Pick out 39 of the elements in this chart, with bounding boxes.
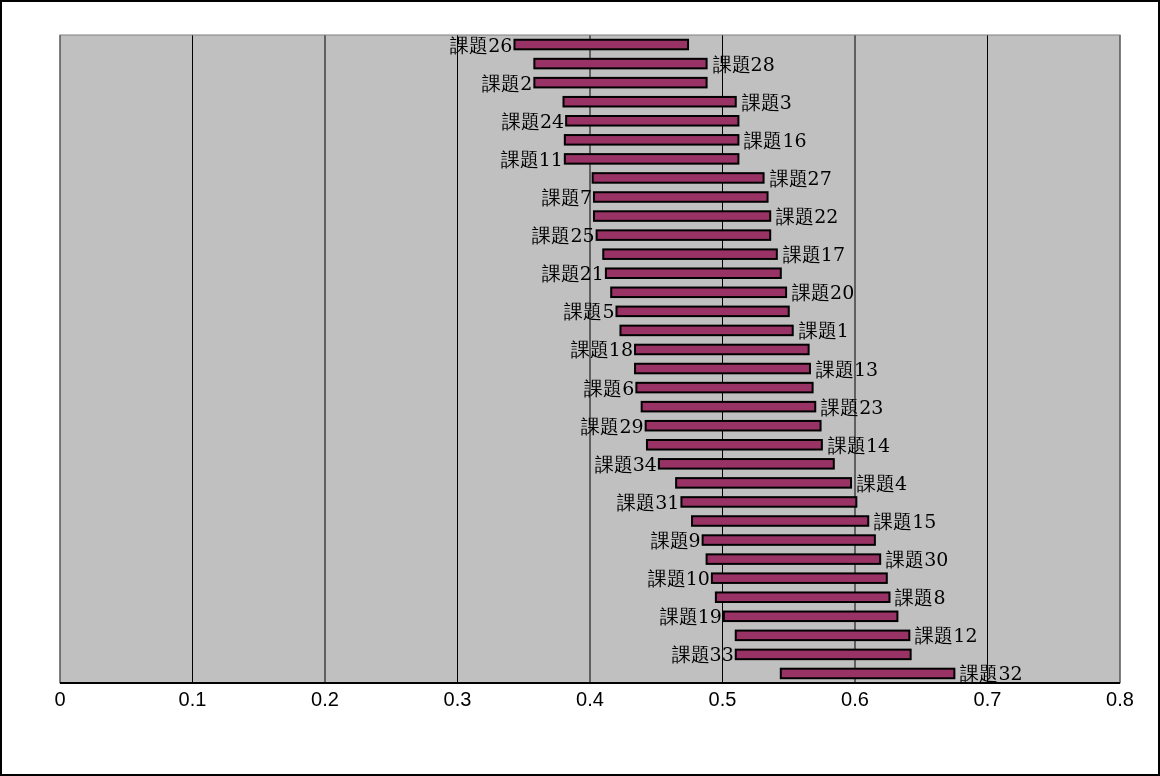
y-tick-label: 課題24 xyxy=(501,109,565,132)
y-tick-label: 課題18 xyxy=(570,338,634,361)
x-tick-label: 0.4 xyxy=(576,688,604,710)
y-tick-label: 課題7 xyxy=(541,186,592,208)
x-tick-label: 0.2 xyxy=(311,688,339,710)
y-tick-label: 課題23 xyxy=(821,395,884,418)
x-tick-label: 0.6 xyxy=(841,688,869,710)
x-tick-label: 0 xyxy=(54,688,66,710)
y-tick-label: 課題13 xyxy=(815,357,879,380)
y-tick-label: 課題2 xyxy=(482,71,533,94)
x-tick-label: 0.7 xyxy=(973,688,1002,710)
y-tick-label: 課題16 xyxy=(744,128,807,151)
x-tick-label: 0.8 xyxy=(1106,688,1134,710)
x-tick-label: 0.5 xyxy=(708,688,737,710)
y-tick-label: 課題10 xyxy=(647,567,710,590)
y-tick-label: 課題15 xyxy=(874,510,937,532)
y-tick-label: 課題8 xyxy=(895,586,946,609)
y-tick-label: 課題9 xyxy=(650,529,701,552)
y-tick-label: 課題31 xyxy=(617,490,680,513)
y-tick-label: 課題6 xyxy=(584,376,635,399)
y-tick-label: 課題1 xyxy=(798,319,849,342)
y-tick-label: 課題12 xyxy=(915,624,978,647)
y-tick-label: 課題25 xyxy=(532,224,595,247)
y-tick-label: 課題27 xyxy=(769,166,832,189)
y-tick-label: 課題5 xyxy=(564,300,615,323)
y-tick-label: 課題19 xyxy=(659,605,722,628)
y-tick-label: 課題4 xyxy=(857,471,908,494)
y-tick-label: 課題14 xyxy=(827,433,891,456)
x-tick-label: 0.3 xyxy=(443,688,472,710)
y-tick-label: 課題29 xyxy=(581,414,644,437)
y-tick-label: 課題21 xyxy=(541,262,604,285)
y-tick-label: 課題17 xyxy=(782,243,846,266)
x-tick-label: 0.1 xyxy=(178,688,207,710)
y-tick-label: 課題20 xyxy=(792,281,855,304)
y-tick-label: 課題3 xyxy=(741,90,792,113)
y-tick-label: 課題34 xyxy=(594,452,657,475)
y-tick-label: 課題11 xyxy=(500,147,563,170)
y-tick-label: 課題22 xyxy=(776,205,839,228)
y-tick-label: 課題30 xyxy=(886,548,949,571)
